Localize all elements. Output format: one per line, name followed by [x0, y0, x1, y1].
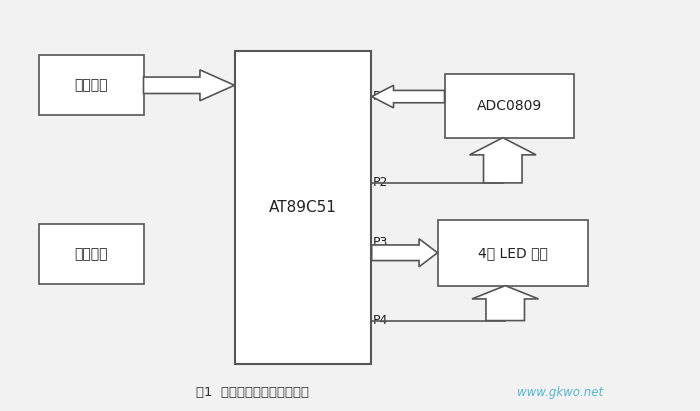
Text: P3: P3	[372, 236, 388, 249]
Text: P2: P2	[372, 176, 388, 189]
Bar	[234, 51, 371, 364]
Bar	[38, 55, 144, 115]
Polygon shape	[372, 85, 444, 108]
Text: 4位 LED 显示: 4位 LED 显示	[478, 246, 547, 260]
Polygon shape	[470, 138, 536, 183]
Text: ADC0809: ADC0809	[477, 99, 542, 113]
Bar	[438, 220, 588, 286]
Polygon shape	[144, 70, 235, 101]
Text: P0: P0	[372, 90, 388, 103]
Bar	[38, 224, 144, 284]
Text: AT89C51: AT89C51	[269, 200, 337, 215]
Bar	[444, 74, 574, 138]
Text: 电源电路: 电源电路	[74, 247, 108, 261]
Polygon shape	[472, 286, 538, 321]
Text: 上电复位: 上电复位	[74, 78, 108, 92]
Text: 图1  数字电压表系统设计方案: 图1 数字电压表系统设计方案	[195, 386, 309, 399]
Polygon shape	[372, 239, 438, 267]
Text: P4: P4	[372, 314, 388, 327]
Text: www.gkwo.net: www.gkwo.net	[517, 386, 603, 399]
